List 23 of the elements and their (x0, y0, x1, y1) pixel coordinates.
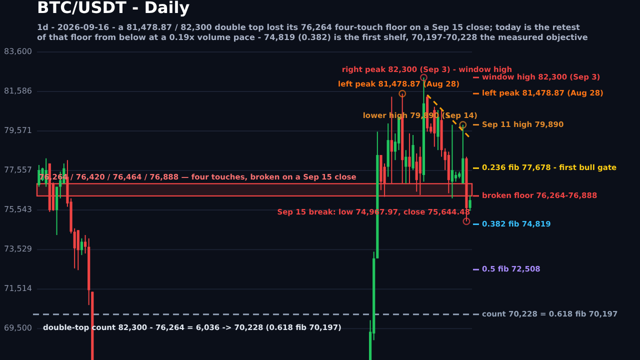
y-tick-label: 77,557 (4, 166, 32, 175)
point (459, 121, 467, 129)
point (398, 90, 406, 98)
candlestick (404, 150, 408, 184)
y-tick-label: 71,514 (4, 284, 32, 294)
y-tick-label: 81,586 (4, 86, 32, 96)
candlestick (76, 230, 80, 271)
y-tick-label: 79,571 (4, 126, 32, 136)
y-tick-label: 73,529 (4, 244, 32, 254)
candlestick (38, 164, 40, 188)
candlestick (418, 146, 422, 196)
chart-subtitle: 1d - 2026-09-16 - a 81,478.87 / 82,300 double top lost its 76,264 four-touch floor on a Sep 15 close; today is the retest of that floor from below at a 0.19x volume pace - 74,819 (0.382) is the first shelf, 70,197-70,228 the measured objective (37, 22, 588, 42)
candlestick (468, 194, 472, 212)
candlestick (408, 132, 411, 184)
candlestick (80, 238, 84, 256)
candlestick (55, 186, 58, 236)
candlestick (450, 124, 454, 199)
y-tick-label: 69,500 (4, 324, 32, 333)
chart-title: BTC/USDT - Daily (37, 0, 190, 17)
candlestick (454, 171, 458, 182)
y-tick-label: 83,600 (4, 47, 32, 56)
y-tick-label: 75,543 (4, 205, 32, 214)
candlestick (412, 134, 414, 171)
